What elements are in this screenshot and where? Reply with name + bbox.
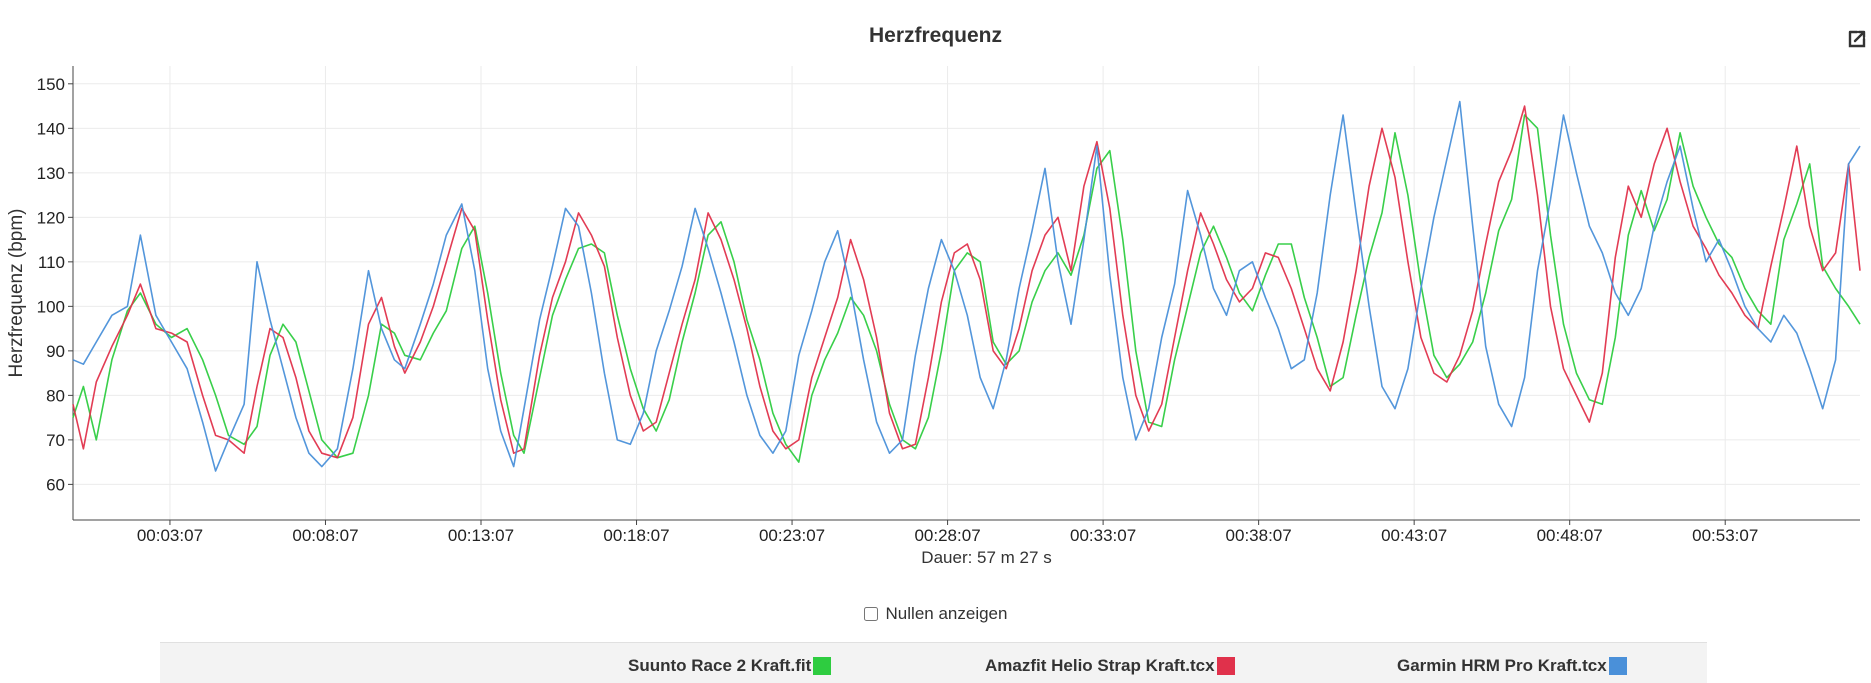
y-tick-label: 140 [37,119,65,138]
y-tick-label: 60 [46,475,65,494]
y-tick-label: 130 [37,164,65,183]
legend-swatch-suunto [813,657,832,675]
chart-title: Herzfrequenz [868,24,1003,47]
y-tick-label: 110 [38,253,65,272]
y-tick-label: 90 [46,342,65,361]
external-edit-icon[interactable] [1846,28,1868,50]
legend-item-suunto[interactable]: Suunto Race 2 Kraft.fit [628,656,832,676]
legend-bar: Suunto Race 2 Kraft.fit Amazfit Helio St… [160,642,1707,683]
x-tick-label: 00:53:07 [1692,526,1758,545]
y-tick-label: 70 [46,431,65,450]
y-axis-title: Herzfrequenz (bpm) [6,209,27,378]
show-zeros-toggle-row: Nullen anzeigen [0,604,1871,626]
x-tick-label: 00:18:07 [603,526,669,545]
x-axis-title: Dauer: 57 m 27 s [921,548,1051,567]
x-tick-label: 00:48:07 [1537,526,1603,545]
legend-item-garmin[interactable]: Garmin HRM Pro Kraft.tcx [1397,656,1627,676]
x-tick-label: 00:38:07 [1226,526,1292,545]
y-tick-label: 80 [46,386,65,405]
x-tick-label: 00:03:07 [137,526,203,545]
series-line-amazfit [72,105,1861,459]
x-tick-label: 00:23:07 [759,526,825,545]
x-tick-label: 00:43:07 [1381,526,1447,545]
legend-item-amazfit[interactable]: Amazfit Helio Strap Kraft.tcx [985,656,1235,676]
x-tick-label: 00:13:07 [448,526,514,545]
y-tick-label: 150 [37,75,65,94]
show-zeros-label: Nullen anzeigen [885,604,1008,623]
y-tick-label: 100 [37,297,65,316]
legend-label-suunto: Suunto Race 2 Kraft.fit [628,656,812,675]
heart-rate-line-chart: 60 70 80 90 100 110 120 130 140 150 00:03:07 00:08:… [6,66,1861,567]
x-tick-label: 00:08:07 [292,526,358,545]
x-tick-label: 00:28:07 [914,526,980,545]
legend-swatch-garmin [1608,657,1627,675]
legend-label-garmin: Garmin HRM Pro Kraft.tcx [1397,656,1607,675]
show-zeros-checkbox[interactable] [863,607,878,621]
show-zeros-toggle[interactable]: Nullen anzeigen [863,604,1008,624]
x-tick-label: 00:33:07 [1070,526,1136,545]
legend-label-amazfit: Amazfit Helio Strap Kraft.tcx [985,656,1215,675]
series-line-garmin [72,100,1861,472]
y-tick-label: 120 [37,208,65,227]
legend-swatch-amazfit [1216,657,1235,675]
